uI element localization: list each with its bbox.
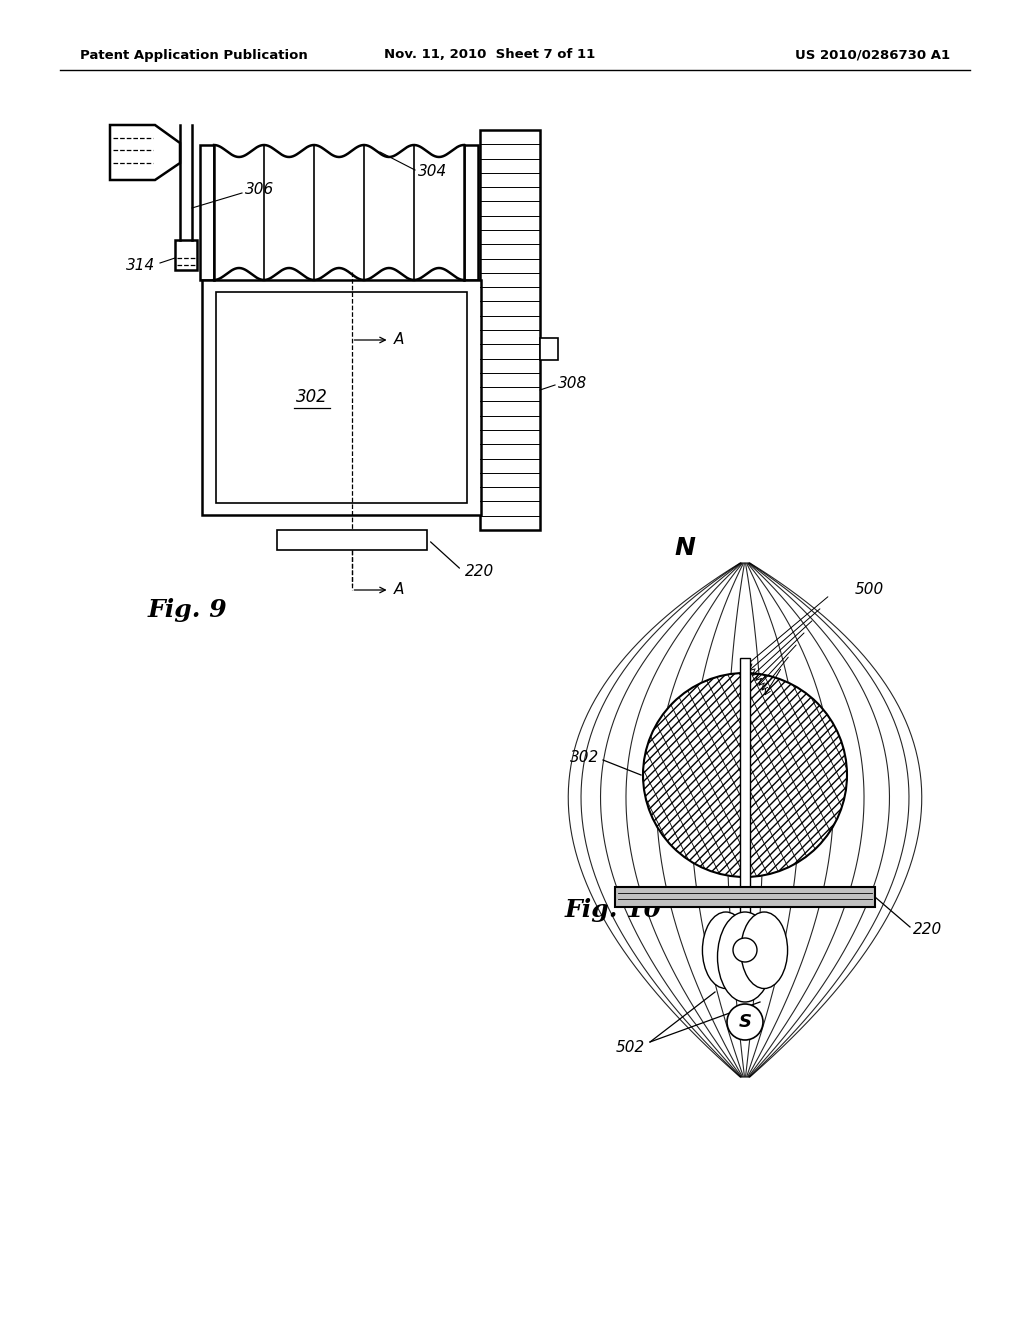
Bar bbox=[540, 338, 558, 360]
Text: 302: 302 bbox=[569, 750, 599, 764]
Polygon shape bbox=[110, 125, 180, 180]
Text: 306: 306 bbox=[245, 182, 274, 198]
Text: 500: 500 bbox=[855, 582, 885, 598]
Bar bbox=[615, 887, 874, 907]
Ellipse shape bbox=[718, 912, 772, 1002]
Text: 220: 220 bbox=[465, 565, 494, 579]
Circle shape bbox=[733, 939, 757, 962]
Text: 220: 220 bbox=[913, 921, 942, 936]
Text: S: S bbox=[738, 1012, 752, 1031]
Text: Fig. 10: Fig. 10 bbox=[565, 898, 662, 921]
Polygon shape bbox=[214, 145, 464, 280]
Text: N: N bbox=[675, 536, 695, 560]
Bar bbox=[276, 531, 427, 550]
Bar bbox=[216, 292, 467, 503]
Text: 308: 308 bbox=[558, 375, 587, 391]
Text: Nov. 11, 2010  Sheet 7 of 11: Nov. 11, 2010 Sheet 7 of 11 bbox=[384, 49, 596, 62]
Text: 304: 304 bbox=[418, 165, 447, 180]
Bar bbox=[480, 129, 540, 531]
Text: A: A bbox=[393, 582, 403, 598]
Text: US 2010/0286730 A1: US 2010/0286730 A1 bbox=[795, 49, 950, 62]
Text: 502: 502 bbox=[615, 1040, 645, 1055]
Text: Patent Application Publication: Patent Application Publication bbox=[80, 49, 308, 62]
Ellipse shape bbox=[740, 912, 787, 989]
Bar bbox=[200, 145, 214, 280]
Bar bbox=[740, 657, 750, 997]
Ellipse shape bbox=[702, 912, 750, 989]
Text: 302: 302 bbox=[296, 388, 328, 407]
Text: 314: 314 bbox=[126, 257, 155, 272]
Bar bbox=[464, 145, 478, 280]
Bar bbox=[175, 240, 197, 271]
Bar bbox=[202, 280, 481, 515]
Circle shape bbox=[643, 673, 847, 876]
Text: A: A bbox=[393, 333, 403, 347]
Text: Fig. 9: Fig. 9 bbox=[148, 598, 227, 622]
Circle shape bbox=[727, 1005, 763, 1040]
